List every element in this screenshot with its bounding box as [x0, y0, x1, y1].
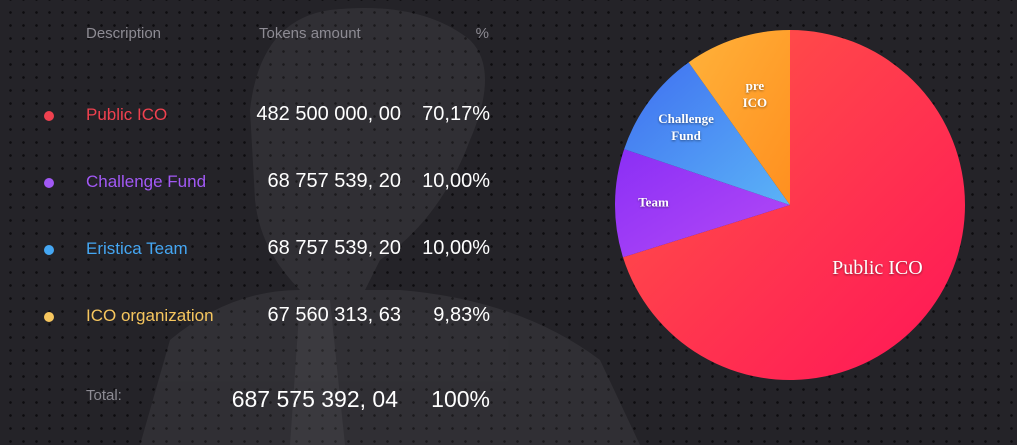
- row-description: ICO organization: [86, 306, 214, 325]
- pie-slice-team: [615, 149, 790, 258]
- table-row: Eristica Team 68 757 539, 20 10,00%: [0, 233, 560, 267]
- table-row: ICO organization 67 560 313, 63 9,83%: [0, 300, 560, 334]
- row-description: Challenge Fund: [86, 172, 207, 191]
- bullet-dot-icon: [44, 111, 54, 121]
- header-tokens-amount: Tokens amount: [259, 25, 361, 42]
- total-tokens: 687 575 392, 04: [231, 386, 398, 412]
- header-description: Description: [86, 25, 162, 42]
- table-row: Challenge Fund 68 757 539, 20 10,00%: [0, 166, 560, 200]
- bullet-dot-icon: [44, 178, 54, 188]
- table-row: Public ICO 482 500 000, 00 70,17%: [0, 99, 560, 133]
- row-tokens: 68 757 539, 20: [267, 170, 401, 192]
- pie-label-team: Team: [638, 195, 669, 210]
- row-percent: 10,00%: [422, 170, 490, 192]
- pie-label-challenge-fund: Challenge Fund: [658, 111, 714, 143]
- pie-label-pre-ico: pre ICO: [743, 78, 768, 110]
- header-percent: %: [475, 25, 489, 42]
- row-description: Eristica Team: [86, 239, 188, 258]
- row-tokens: 482 500 000, 00: [256, 103, 401, 125]
- pie-slice-pre-ico: [688, 30, 790, 205]
- bullet-dot-icon: [44, 312, 54, 322]
- pie-slice-challenge-fund: [624, 62, 790, 205]
- row-tokens: 68 757 539, 20: [267, 237, 401, 259]
- token-distribution-pie-chart: Public ICO Team Challenge Fund pre ICO: [615, 30, 965, 380]
- token-distribution-table: Description Tokens amount % Public ICO 4…: [0, 25, 560, 412]
- total-percent: 100%: [431, 386, 490, 412]
- bullet-dot-icon: [44, 245, 54, 255]
- pie-slice-public-ico: [622, 30, 965, 380]
- row-percent: 9,83%: [433, 304, 490, 326]
- total-label: Total:: [86, 387, 122, 404]
- row-percent: 10,00%: [422, 237, 490, 259]
- pie-label-public-ico: Public ICO: [832, 257, 923, 279]
- row-percent: 70,17%: [422, 103, 490, 125]
- row-description: Public ICO: [86, 105, 168, 124]
- row-tokens: 67 560 313, 63: [267, 304, 401, 326]
